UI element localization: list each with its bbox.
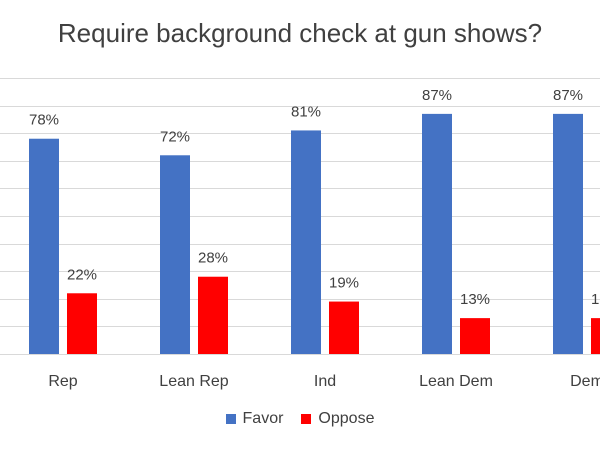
data-label-oppose-dem: 13%: [591, 291, 600, 308]
bar-favor-dem: [553, 113, 583, 354]
category-labels: Rep Lean Rep Ind Lean Dem Dem: [48, 373, 600, 390]
bar-oppose-dem: [591, 318, 600, 354]
data-label-oppose-ind: 19%: [329, 275, 359, 292]
bar-oppose-rep: [67, 293, 97, 354]
bar-favor-lean-dem: [422, 113, 452, 354]
data-labels: 78% 22% 72% 28% 81% 19% 87% 13% 87% 13%: [29, 87, 600, 308]
category-label-dem: Dem: [570, 373, 600, 390]
bars: [29, 113, 600, 354]
legend: Favor Oppose: [0, 410, 600, 428]
data-label-favor-dem: 87%: [553, 87, 583, 104]
bar-oppose-lean-dem: [460, 318, 490, 354]
bar-oppose-lean-rep: [198, 276, 228, 354]
data-label-oppose-rep: 22%: [67, 266, 97, 283]
data-label-favor-lean-dem: 87%: [422, 87, 452, 104]
legend-swatch-favor: [225, 414, 236, 424]
legend-label-oppose: Oppose: [318, 410, 375, 427]
legend-item-favor: Favor: [225, 410, 284, 428]
legend-swatch-oppose: [301, 414, 312, 424]
legend-label-favor: Favor: [242, 410, 284, 427]
category-label-ind: Ind: [314, 373, 336, 390]
category-label-rep: Rep: [48, 373, 77, 390]
data-label-favor-ind: 81%: [291, 103, 321, 120]
data-label-oppose-lean-rep: 28%: [198, 250, 228, 267]
category-label-lean-dem: Lean Dem: [419, 373, 493, 390]
data-label-oppose-lean-dem: 13%: [460, 291, 490, 308]
bar-favor-ind: [291, 130, 321, 354]
data-label-favor-rep: 78%: [29, 112, 59, 129]
bar-favor-lean-rep: [160, 155, 190, 354]
legend-item-oppose: Oppose: [301, 410, 374, 428]
chart-title: Require background check at gun shows?: [57, 18, 543, 48]
bar-oppose-ind: [329, 301, 359, 354]
category-label-lean-rep: Lean Rep: [159, 373, 228, 390]
bar-favor-rep: [29, 138, 59, 354]
bar-chart: 78% 22% 72% 28% 81% 19% 87% 13% 87% 13% Rep Lean R…: [0, 78, 600, 390]
data-label-favor-lean-rep: 72%: [160, 128, 190, 145]
